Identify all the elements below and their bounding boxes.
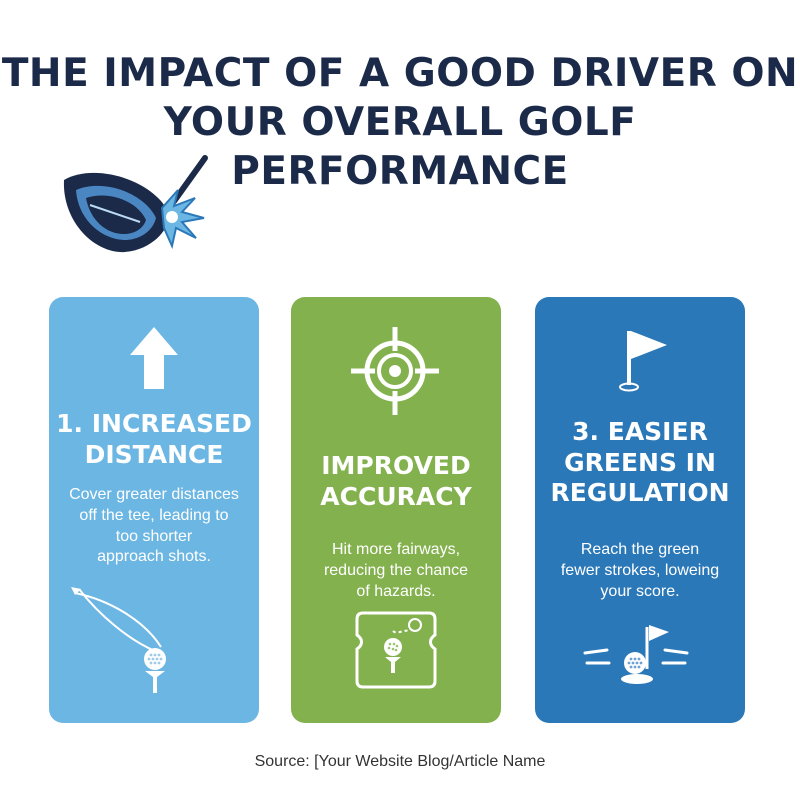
card-3-body: Reach the green fewer strokes, loweing y…	[560, 541, 720, 600]
card-2-heading: IMPROVED ACCURACY	[320, 451, 472, 511]
card-1-heading: 1. INCREASED DISTANCE	[56, 409, 252, 469]
golf-driver-impact-icon	[63, 155, 208, 253]
target-crosshair-icon	[351, 327, 439, 415]
card-2-body: Hit more fairways, reducing the chance o…	[323, 541, 469, 600]
ball-trajectory-icon	[71, 587, 166, 693]
page-title: THE IMPACT OF A GOOD DRIVER ON YOUR OVER…	[0, 50, 800, 196]
card-easier-greens: 3. EASIER GREENS IN REGULATION Reach the…	[535, 297, 745, 723]
card-3-heading: 3. EASIER GREENS IN REGULATION	[550, 417, 730, 507]
title-line-2: YOUR OVERALL GOLF PERFORMANCE	[163, 99, 637, 194]
golf-flag-icon	[619, 331, 667, 392]
card-increased-distance: 1. INCREASED DISTANCE Cover greater dist…	[49, 297, 259, 723]
card-improved-accuracy: IMPROVED ACCURACY Hit more fairways, red…	[291, 297, 501, 723]
ball-at-hole-icon	[583, 625, 689, 684]
arrow-up-icon	[130, 327, 178, 389]
fairway-map-icon	[355, 611, 437, 689]
title-line-1: THE IMPACT OF A GOOD DRIVER ON	[1, 51, 799, 96]
card-1-body: Cover greater distances off the tee, lea…	[69, 486, 239, 566]
source-citation: Source: [Your Website Blog/Article Name	[254, 753, 546, 770]
